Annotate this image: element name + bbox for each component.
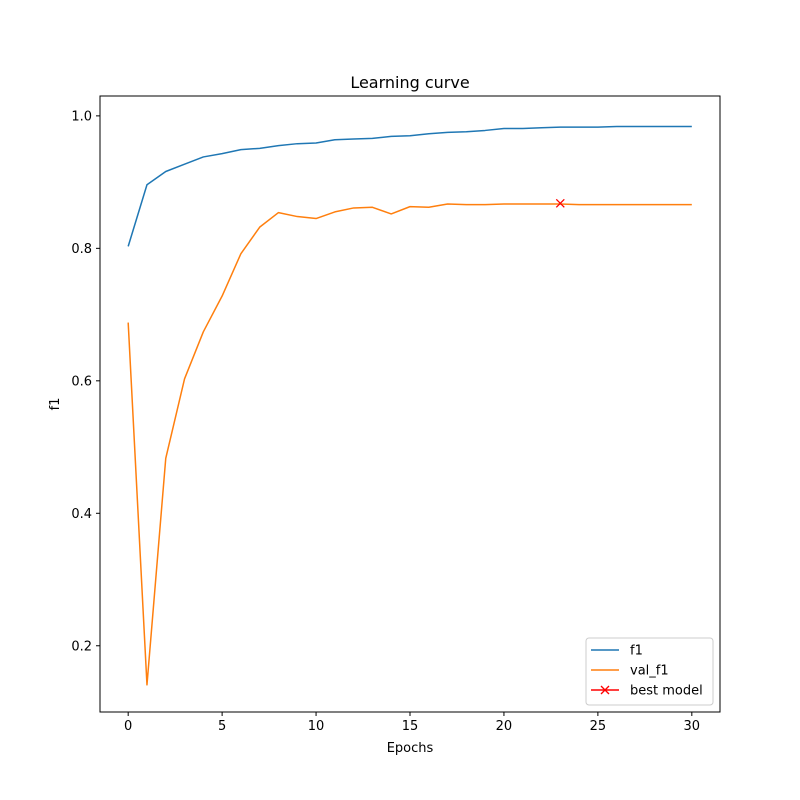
x-axis-label: Epochs [387, 741, 434, 756]
y-tick-label: 1.0 [71, 109, 92, 124]
plot-lines [127, 125, 692, 686]
legend-entry-f1: f1 [591, 644, 643, 659]
x-tick-label: 30 [684, 719, 701, 734]
series-line-f1 [127, 125, 692, 247]
legend-entry-best-model: best model [591, 684, 703, 699]
legend-label: val_f1 [630, 664, 669, 679]
series-line-val-f1 [127, 203, 692, 686]
x-axis-ticks: 0 5 10 15 20 25 30 [124, 712, 700, 734]
x-tick-label: 10 [308, 719, 325, 734]
y-axis-ticks: 0.2 0.4 0.6 0.8 1.0 [71, 109, 100, 654]
x-tick-label: 5 [218, 719, 226, 734]
x-tick-label: 15 [402, 719, 419, 734]
y-tick-label: 0.8 [71, 242, 92, 257]
y-tick-label: 0.6 [71, 374, 92, 389]
legend-box [585, 637, 714, 706]
x-tick-label: 20 [496, 719, 513, 734]
x-tick-label: 0 [124, 719, 132, 734]
legend-label: best model [630, 684, 703, 699]
y-tick-label: 0.2 [71, 639, 92, 654]
best-model-marker [555, 198, 565, 208]
y-tick-label: 0.4 [71, 507, 92, 522]
x-tick-label: 25 [590, 719, 607, 734]
y-axis-label: f1 [48, 398, 63, 411]
chart-title: Learning curve [350, 73, 469, 92]
legend-entry-val-f1: val_f1 [591, 664, 669, 679]
legend-label: f1 [630, 644, 643, 659]
best-model-marker-group [555, 198, 565, 208]
